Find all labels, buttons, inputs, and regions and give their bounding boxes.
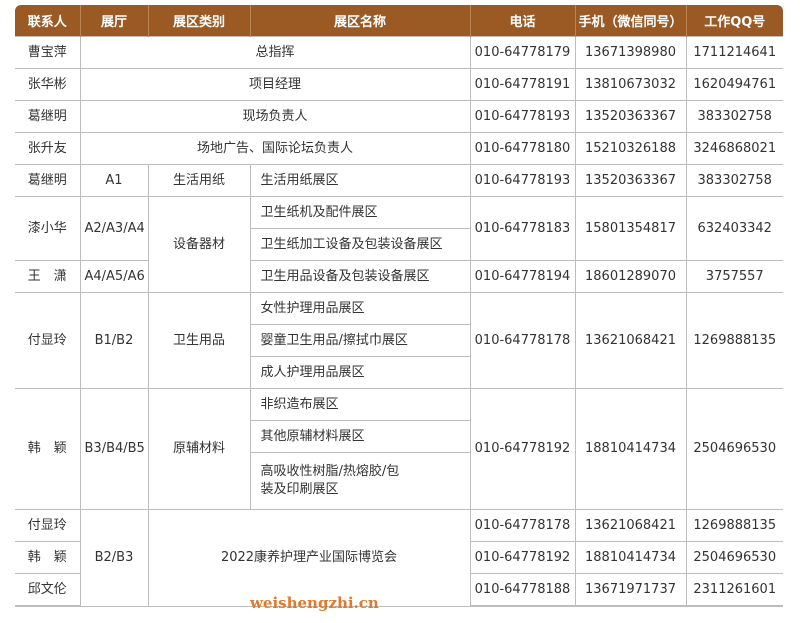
tel: 010-64778193 [469,164,576,197]
role: 场地广告、国际论坛负责人 [79,132,471,165]
mobile: 18810414734 [574,388,687,510]
qq: 1620494761 [685,68,783,101]
mobile: 15210326188 [574,132,687,165]
tel: 010-64778192 [469,388,576,510]
area: 卫生纸机及配件展区 [249,196,471,229]
contact: 韩 颖 [15,541,81,574]
header-tel: 电话 [469,5,575,37]
qq: 2504696530 [685,388,783,510]
qq: 3246868021 [685,132,783,165]
qq: 1711214641 [685,36,783,69]
qq: 1269888135 [685,292,783,389]
area: 非织造布展区 [249,388,471,421]
tel: 010-64778180 [469,132,576,165]
header-area: 展区名称 [249,5,470,37]
role: 现场负责人 [79,100,471,133]
qq: 2311261601 [685,573,783,607]
qq: 383302758 [685,164,783,197]
contact: 葛继明 [15,164,81,197]
area: 女性护理用品展区 [249,292,471,325]
contact: 韩 颖 [15,388,81,510]
table-row: 邱文伦 010-64778188 13671971737 2311261601 [15,573,783,607]
contact: 张升友 [15,132,81,165]
table-row: 张升友 场地广告、国际论坛负责人 010-64778180 1521032618… [15,132,783,165]
header-row: 联系人 展厅 展区类别 展区名称 电话 手机（微信同号） 工作QQ号 [15,5,783,37]
role: 项目经理 [79,68,471,101]
contact: 邱文伦 [15,573,81,607]
watermark: weishengzhi.cn [250,594,379,612]
table-row: 卫生纸加工设备及包装设备展区 [15,228,783,261]
tel: 010-64778191 [469,68,576,101]
mobile: 18601289070 [574,260,687,293]
contact-table: 联系人 展厅 展区类别 展区名称 电话 手机（微信同号） 工作QQ号 曹宝萍 总… [15,5,783,607]
table-row: 葛继明 现场负责人 010-64778193 13520363367 38330… [15,100,783,133]
area: 生活用纸展区 [249,164,471,197]
mobile: 13671398980 [574,36,687,69]
contact: 王 潇 [15,260,81,293]
mobile: 15801354817 [574,196,687,261]
area: 其他原辅材料展区 [250,420,470,453]
header-category: 展区类别 [147,5,250,37]
table-row: 韩 颖 B3/B4/B5 原辅材料 非织造布展区 010-64778192 18… [15,388,783,510]
table-row: 付显玲 B1/B2 卫生用品 女性护理用品展区 010-64778178 136… [15,292,783,389]
area: 卫生用品设备及包装设备展区 [249,260,471,293]
table-row: 付显玲 B2/B3 2022康养护理产业国际博览会 010-64778178 1… [15,509,783,607]
area: 成人护理用品展区 [250,356,470,389]
mobile: 13671971737 [574,573,687,607]
tel: 010-64778179 [469,36,576,69]
qq: 2504696530 [685,541,783,574]
tel: 010-64778178 [469,509,576,542]
qq: 383302758 [685,100,783,133]
area: 高吸收性树脂/热熔胶/包装及印刷展区 [250,452,470,510]
area: 婴童卫生用品/擦拭巾展区 [250,324,470,357]
table-row: 漆小华 A2/A3/A4 设备器材 卫生纸机及配件展区 010-64778183… [15,196,783,293]
area: 卫生纸加工设备及包装设备展区 [250,228,470,261]
contact: 漆小华 [15,196,81,261]
category: 原辅材料 [147,388,251,510]
tel: 010-64778178 [469,292,576,389]
hall: A4/A5/A6 [79,260,149,293]
contact: 付显玲 [15,292,81,389]
header-hall: 展厅 [79,5,148,37]
contact: 付显玲 [15,509,81,542]
qq: 3757557 [685,260,783,293]
category: 生活用纸 [147,164,251,197]
category: 卫生用品 [147,292,251,389]
table-row: 曹宝萍 总指挥 010-64778179 13671398980 1711214… [15,36,783,69]
qq: 1269888135 [685,509,783,542]
table-row: 韩 颖 010-64778192 18810414734 2504696530 [15,541,783,574]
header-qq: 工作QQ号 [685,5,783,37]
tel: 010-64778194 [469,260,576,293]
qq: 632403342 [685,196,783,261]
table-row: 张华彬 项目经理 010-64778191 13810673032 162049… [15,68,783,101]
hall: B1/B2 [79,292,149,389]
hall: B3/B4/B5 [79,388,149,510]
tel: 010-64778183 [469,196,576,261]
category: 设备器材 [147,196,251,293]
mobile: 13520363367 [574,164,687,197]
hall: B2/B3 [79,509,149,607]
role: 总指挥 [79,36,471,69]
hall: A2/A3/A4 [79,196,149,261]
table-row: 婴童卫生用品/擦拭巾展区 [15,324,783,357]
contact: 张华彬 [15,68,81,101]
table-row: 王 潇 A4/A5/A6 卫生用品设备及包装设备展区 010-64778194 … [15,260,783,293]
mobile: 13520363367 [574,100,687,133]
contact: 曹宝萍 [15,36,81,69]
hall: A1 [79,164,149,197]
area: 2022康养护理产业国际博览会 [147,509,471,607]
table-row: 葛继明 A1 生活用纸 生活用纸展区 010-64778193 13520363… [15,164,783,197]
mobile: 13810673032 [574,68,687,101]
table-row: 高吸收性树脂/热熔胶/包装及印刷展区 [15,452,783,510]
mobile: 13621068421 [574,509,687,542]
contact: 葛继明 [15,100,81,133]
tel: 010-64778193 [469,100,576,133]
tel: 010-64778192 [469,541,576,574]
header-mobile: 手机（微信同号） [574,5,686,37]
tel: 010-64778188 [469,573,576,607]
header-contact: 联系人 [15,5,80,37]
mobile: 13621068421 [574,292,687,389]
mobile: 18810414734 [574,541,687,574]
